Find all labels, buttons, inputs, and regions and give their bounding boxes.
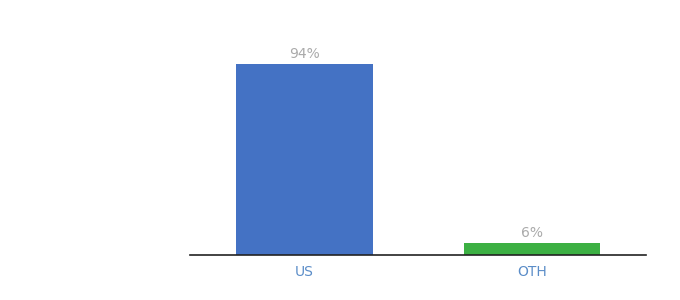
Text: 94%: 94% — [289, 47, 320, 61]
Text: 6%: 6% — [521, 226, 543, 240]
Bar — [464, 243, 600, 255]
Bar — [236, 64, 373, 255]
